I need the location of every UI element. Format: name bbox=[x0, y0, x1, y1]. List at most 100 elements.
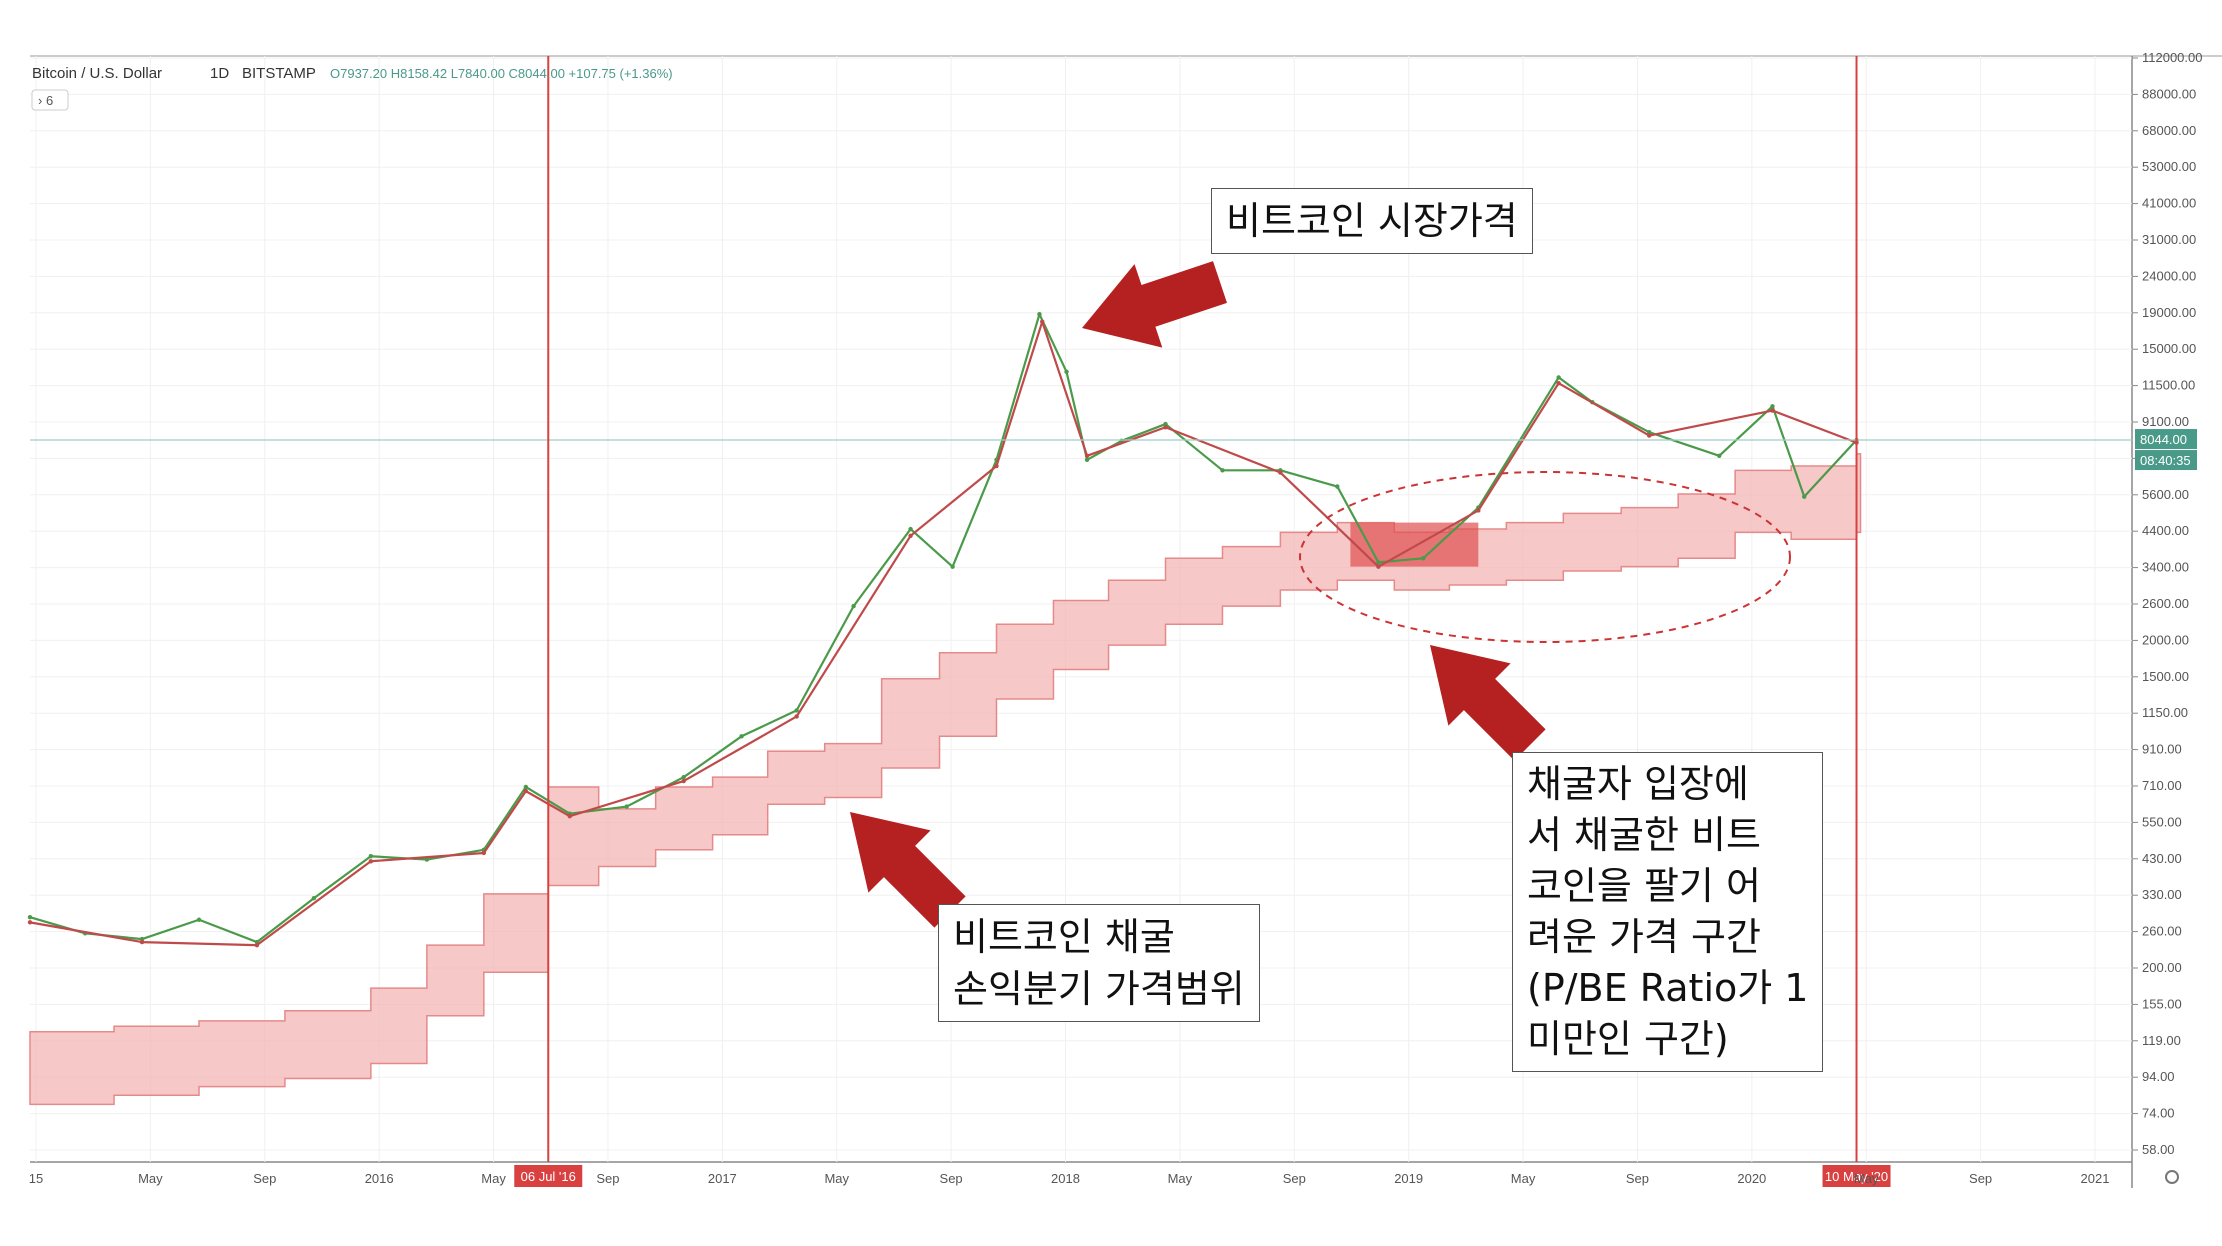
price-point bbox=[1084, 453, 1090, 458]
y-tick-label: 119.00 bbox=[2142, 1033, 2181, 1048]
countdown-label: 08:40:35 bbox=[2140, 453, 2191, 468]
x-axis: 15 May Sep 2016 May Sep 2017 May Sep 2018 May Sep 20… bbox=[29, 1170, 2179, 1186]
vertical-marker-label: 06 Jul '16 bbox=[521, 1169, 576, 1184]
x-tick-label: May bbox=[481, 1171, 506, 1186]
annotation-zone-line: 서 채굴한 비트 bbox=[1527, 813, 1761, 857]
price-point bbox=[311, 896, 317, 901]
x-tick-label: 2021 bbox=[2081, 1171, 2110, 1186]
capitulation-zone-ellipse bbox=[1299, 471, 1791, 643]
price-point bbox=[1647, 430, 1652, 435]
y-tick-label: 112000.00 bbox=[2142, 50, 2203, 65]
price-point bbox=[254, 942, 260, 948]
x-tick-label: Sep bbox=[1969, 1171, 1992, 1186]
price-point bbox=[523, 788, 529, 794]
x-tick-label: Sep bbox=[596, 1171, 619, 1186]
price-point bbox=[1064, 369, 1069, 375]
price-point bbox=[1163, 421, 1168, 427]
price-point bbox=[368, 854, 374, 859]
x-tick-label: 15 bbox=[29, 1171, 43, 1186]
y-tick-label: 430.00 bbox=[2142, 851, 2182, 866]
y-tick-label: 3400.00 bbox=[2142, 560, 2189, 575]
annotation-zone-line: 려운 가격 구간 bbox=[1527, 915, 1761, 959]
countdown-box bbox=[2135, 450, 2197, 471]
y-tick-label: 1500.00 bbox=[2142, 669, 2189, 684]
y-tick-label: 88000.00 bbox=[2142, 86, 2196, 101]
price-point bbox=[624, 804, 629, 809]
price-point bbox=[523, 784, 529, 790]
annotation-zone-line: 코인을 팔기 어 bbox=[1527, 864, 1761, 908]
vertical-marker-label: 10 May '20 bbox=[1825, 1169, 1888, 1184]
current-price-label: 8044.00 bbox=[2140, 432, 2187, 447]
x-tick-label: May bbox=[1168, 1171, 1193, 1186]
indicator-badge-box[interactable] bbox=[31, 89, 69, 111]
price-point bbox=[368, 859, 374, 864]
price-point bbox=[1421, 556, 1426, 561]
header-ohlc: O7937.20 H8158.42 L7840.00 C8044.00 +107… bbox=[330, 66, 673, 81]
y-tick-label: 41000.00 bbox=[2142, 196, 2196, 211]
header-exchange: BITSTAMP bbox=[242, 65, 316, 82]
chart-header: Bitcoin / U.S. Dollar 1D BITSTAMP O7937.… bbox=[31, 65, 673, 111]
annotation-breakeven: 비트코인 채굴 손익분기 가격범위 bbox=[938, 904, 1260, 1022]
price-point bbox=[1376, 564, 1381, 569]
vertical-marker-box bbox=[514, 1165, 583, 1187]
x-tick-label: May bbox=[1854, 1171, 1879, 1186]
y-tick-label: 53000.00 bbox=[2142, 159, 2196, 174]
y-tick-label: 74.00 bbox=[2142, 1106, 2175, 1121]
price-point bbox=[1476, 508, 1481, 513]
y-axis: 112000.00 88000.00 68000.00 53000.00 41000.0… bbox=[2132, 50, 2203, 1157]
annotation-market-price: 비트코인 시장가격 bbox=[1211, 188, 1533, 254]
y-tick-label: 11500.00 bbox=[2142, 378, 2195, 393]
price-point bbox=[1717, 453, 1722, 458]
y-tick-label: 94.00 bbox=[2142, 1069, 2175, 1084]
y-tick-label: 2600.00 bbox=[2142, 596, 2189, 611]
price-point bbox=[681, 774, 686, 780]
annotation-arrows bbox=[850, 261, 1791, 928]
x-tick-label: 2017 bbox=[708, 1171, 737, 1186]
vertical-markers: 06 Jul '16 10 May '20 bbox=[514, 56, 1891, 1187]
y-tick-label: 710.00 bbox=[2142, 778, 2182, 793]
y-tick-label: 68000.00 bbox=[2142, 123, 2196, 138]
price-point bbox=[950, 564, 955, 569]
settings-gear-icon[interactable] bbox=[2165, 1170, 2179, 1184]
y-tick-label: 58.00 bbox=[2142, 1142, 2175, 1157]
price-point bbox=[1278, 470, 1283, 475]
y-tick-label: 19000.00 bbox=[2142, 305, 2196, 320]
price-point bbox=[739, 734, 744, 739]
y-tick-label: 550.00 bbox=[2142, 814, 2182, 829]
y-tick-label: 155.00 bbox=[2142, 996, 2182, 1011]
price-point bbox=[851, 603, 856, 609]
break-even-band-area bbox=[29, 453, 1862, 1106]
price-point bbox=[1163, 425, 1168, 430]
y-tick-label: 2000.00 bbox=[2142, 632, 2189, 647]
y-tick-label: 260.00 bbox=[2142, 924, 2182, 939]
price-point bbox=[1084, 457, 1090, 462]
x-tick-label: May bbox=[138, 1171, 163, 1186]
price-point bbox=[794, 714, 799, 719]
annotation-market-price-text: 비트코인 시장가격 bbox=[1226, 199, 1518, 243]
y-tick-label: 330.00 bbox=[2142, 887, 2182, 902]
y-tick-label: 910.00 bbox=[2142, 742, 2182, 757]
price-point bbox=[139, 939, 145, 945]
price-point bbox=[1802, 494, 1807, 499]
price-point bbox=[1647, 433, 1652, 438]
x-tick-label: Sep bbox=[1283, 1171, 1306, 1186]
y-tick-label: 24000.00 bbox=[2142, 268, 2196, 283]
x-tick-label: May bbox=[1511, 1171, 1536, 1186]
x-tick-label: Sep bbox=[940, 1171, 963, 1186]
price-point bbox=[1556, 380, 1561, 386]
price-point bbox=[908, 533, 913, 539]
annotation-zone-line: 미만인 구간) bbox=[1527, 1017, 1729, 1061]
y-tick-label: 9100.00 bbox=[2142, 414, 2189, 429]
price-point bbox=[1770, 408, 1775, 413]
price-point bbox=[794, 708, 799, 713]
indicator-badge[interactable]: › 6 bbox=[38, 93, 53, 108]
y-tick-label: 15000.00 bbox=[2142, 341, 2196, 356]
price-point bbox=[196, 917, 202, 922]
market-price-arrow-icon bbox=[1082, 261, 1227, 348]
x-tick-label: 2020 bbox=[1737, 1171, 1766, 1186]
zone-arrow-icon bbox=[1430, 645, 1546, 761]
annotation-zone: 채굴자 입장에 서 채굴한 비트 코인을 팔기 어 려운 가격 구간 (P/BE… bbox=[1512, 752, 1824, 1072]
x-tick-label: May bbox=[824, 1171, 849, 1186]
y-tick-label: 31000.00 bbox=[2142, 232, 2196, 247]
